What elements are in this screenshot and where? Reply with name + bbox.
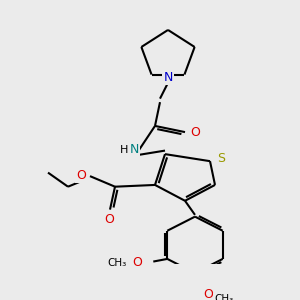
Text: N: N: [129, 143, 139, 156]
Text: O: O: [190, 127, 200, 140]
Text: O: O: [104, 213, 114, 226]
Text: N: N: [163, 71, 173, 84]
Text: O: O: [76, 169, 86, 182]
Text: S: S: [217, 152, 225, 165]
Text: O: O: [132, 256, 142, 269]
Text: H: H: [120, 145, 128, 155]
Text: CH₃: CH₃: [108, 258, 127, 268]
Text: CH₃: CH₃: [214, 294, 234, 300]
Text: O: O: [203, 288, 213, 300]
